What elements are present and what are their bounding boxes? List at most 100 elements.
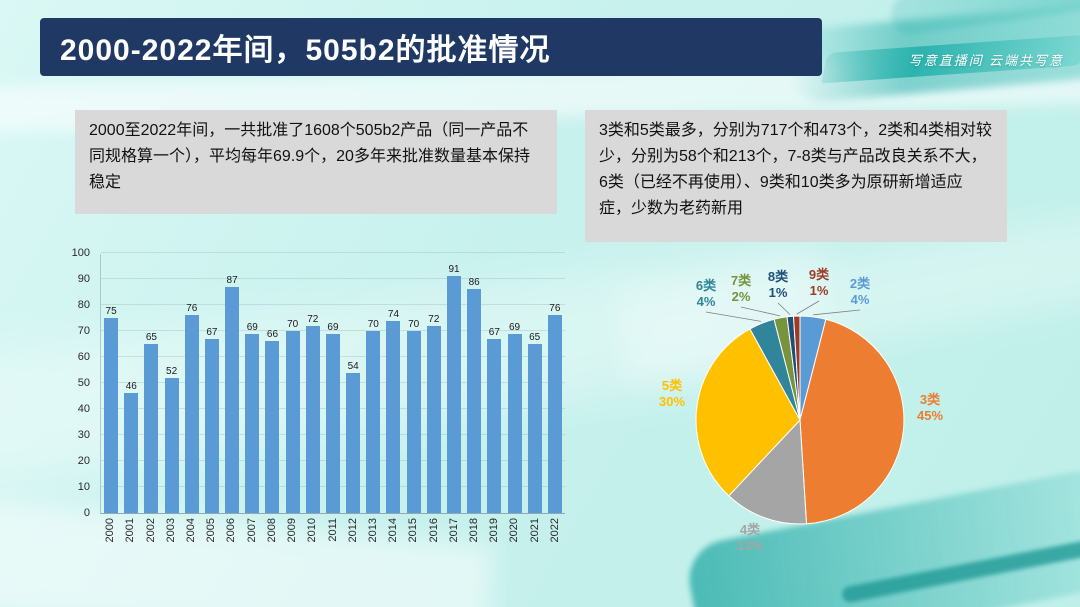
pie-label-9类: 9类 1% xyxy=(809,267,830,298)
bar-value-label: 65 xyxy=(529,332,541,343)
bar-value-label: 65 xyxy=(145,332,157,343)
x-tick: 2010 xyxy=(302,518,322,570)
x-tick: 2019 xyxy=(484,518,504,570)
bar-chart-plot-area: 75 46 65 52 76 67 87 69 66 70 72 69 54 70 74 70 72 91 86 67… xyxy=(100,252,565,514)
bar-rect xyxy=(467,289,482,513)
pie-leader-line-8类 xyxy=(777,302,791,315)
x-tick-label: 2019 xyxy=(488,518,501,543)
bar-2017: 91 xyxy=(444,264,464,513)
x-tick-label: 2020 xyxy=(508,518,521,543)
bar-2016: 72 xyxy=(424,314,444,513)
bar-rect xyxy=(507,333,522,513)
x-tick: 2018 xyxy=(464,518,484,570)
bar-rect xyxy=(406,331,421,513)
bar-value-label: 72 xyxy=(307,313,319,325)
x-tick-label: 2007 xyxy=(245,518,258,543)
x-tick: 2012 xyxy=(343,518,363,570)
bar-value-label: 74 xyxy=(387,308,400,320)
bar-value-label: 87 xyxy=(226,274,238,286)
gridline xyxy=(101,330,565,331)
bar-2020: 69 xyxy=(504,322,524,513)
x-tick-label: 2003 xyxy=(164,518,177,543)
y-tick-label: 70 xyxy=(77,325,90,337)
bar-value-label: 72 xyxy=(428,313,440,325)
pie-label-5类: 5类 30% xyxy=(659,378,685,409)
x-tick-label: 2010 xyxy=(306,518,319,543)
bar-chart-bars: 75 46 65 52 76 67 87 69 66 70 72 69 54 70 74 70 72 91 86 67… xyxy=(101,254,565,513)
brand-text: 写意直播间 云端共写意 xyxy=(908,53,1064,68)
bar-rect xyxy=(225,286,240,513)
y-tick-label: 60 xyxy=(77,351,90,363)
bar-value-label: 67 xyxy=(488,326,500,338)
y-tick-label: 50 xyxy=(77,377,90,389)
x-tick: 2020 xyxy=(504,518,524,570)
x-tick-label: 2012 xyxy=(346,518,359,543)
x-tick: 2022 xyxy=(545,518,565,570)
bar-2022: 76 xyxy=(545,303,565,513)
bar-2019: 67 xyxy=(484,327,504,513)
bar-2008: 66 xyxy=(262,329,282,513)
bar-value-label: 76 xyxy=(549,303,561,315)
bar-value-label: 69 xyxy=(508,321,521,333)
x-tick: 2013 xyxy=(363,518,383,570)
gridline xyxy=(101,278,565,279)
x-tick-label: 2022 xyxy=(548,518,561,543)
bar-rect xyxy=(285,331,300,513)
bar-2001: 46 xyxy=(121,381,141,513)
bar-value-label: 69 xyxy=(327,321,339,333)
gridline xyxy=(101,304,565,305)
x-tick: 2014 xyxy=(383,518,403,570)
y-tick-label: 10 xyxy=(77,481,90,493)
bar-rect xyxy=(325,333,340,513)
bar-2009: 70 xyxy=(283,319,303,513)
pie-label-2类: 2类 4% xyxy=(850,276,871,307)
x-tick-label: 2001 xyxy=(124,518,137,543)
bar-value-label: 52 xyxy=(166,365,178,377)
x-tick: 2004 xyxy=(181,518,201,570)
right-note-box: 3类和5类最多，分别为717个和473个，2类和4类相对较少，分别为58个和21… xyxy=(585,110,1007,242)
pie-label-4类: 4类 13% xyxy=(737,522,763,553)
bar-2021: 65 xyxy=(525,332,545,513)
bar-value-label: 91 xyxy=(448,264,460,276)
bar-chart-y-axis: 0 10 20 30 40 50 60 70 80 90 100 xyxy=(66,248,96,519)
bar-rect xyxy=(366,331,381,513)
bar-value-label: 66 xyxy=(266,329,279,341)
bar-value-label: 54 xyxy=(347,360,359,372)
bar-value-label: 70 xyxy=(408,319,420,330)
bar-rect xyxy=(386,320,401,513)
bar-2004: 76 xyxy=(182,303,202,513)
bar-2018: 86 xyxy=(464,277,484,513)
bar-rect xyxy=(245,333,260,513)
x-tick-label: 2004 xyxy=(184,518,197,543)
x-tick: 2009 xyxy=(282,518,302,570)
y-tick-label: 30 xyxy=(77,429,90,441)
bar-rect xyxy=(265,341,280,513)
bar-rect xyxy=(305,325,320,513)
bar-2015: 70 xyxy=(404,319,424,513)
bar-rect xyxy=(144,344,159,513)
pie-leader-line-2类 xyxy=(813,309,861,316)
brush-stroke-top-right-corner xyxy=(888,0,1080,38)
x-tick: 2006 xyxy=(221,518,241,570)
bar-2003: 52 xyxy=(162,366,182,513)
bar-2007: 69 xyxy=(242,322,262,513)
bar-value-label: 46 xyxy=(125,381,137,393)
bar-rect xyxy=(447,276,461,513)
pie-label-7类: 7类 2% xyxy=(731,273,752,304)
bar-2005: 67 xyxy=(202,327,222,513)
bar-rect xyxy=(547,315,562,513)
bar-value-label: 86 xyxy=(468,277,480,289)
bar-2006: 87 xyxy=(222,275,242,513)
bar-value-label: 75 xyxy=(105,306,117,317)
pie-leader-line-6类 xyxy=(705,311,762,322)
y-tick-label: 90 xyxy=(77,273,90,285)
bar-value-label: 70 xyxy=(367,319,379,330)
bar-2012: 54 xyxy=(343,361,363,513)
bar-rect xyxy=(104,318,119,513)
pie-label-3类: 3类 45% xyxy=(917,392,943,423)
x-tick: 2002 xyxy=(140,518,160,570)
x-tick-label: 2000 xyxy=(104,518,117,543)
x-tick-label: 2006 xyxy=(225,518,238,543)
bar-rect xyxy=(426,325,441,513)
x-tick-label: 2009 xyxy=(286,518,299,543)
